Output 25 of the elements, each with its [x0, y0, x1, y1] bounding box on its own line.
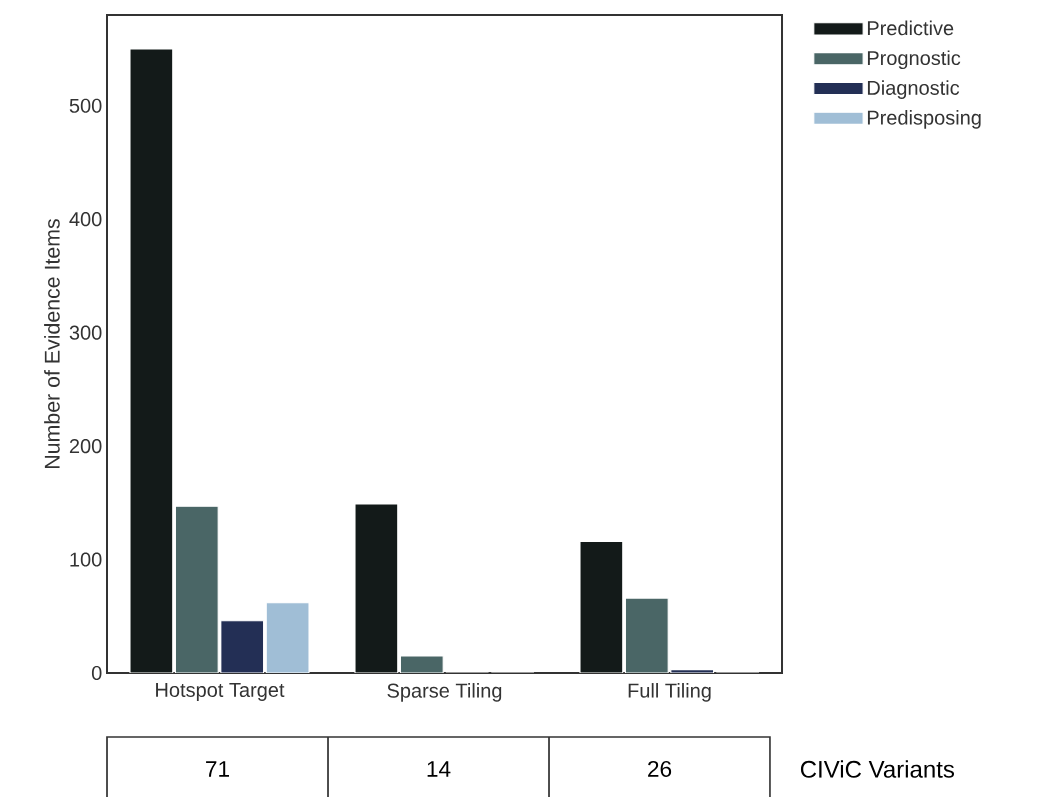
- y-axis-title: Number of Evidence Items: [44, 219, 60, 468]
- text: 14: [427, 761, 451, 777]
- legend-label: Predictive: [867, 20, 954, 36]
- bar: [266, 602, 310, 674]
- bar: [220, 620, 264, 674]
- bar: [579, 540, 624, 674]
- legend-label: Diagnostic: [867, 80, 960, 99]
- text: 26: [648, 761, 672, 778]
- bar: [624, 597, 669, 674]
- y-tick-label: 100: [70, 552, 102, 567]
- legend-label: Predisposing: [867, 110, 981, 129]
- y-tick-label: 200: [69, 439, 102, 454]
- y-tick-label: 0: [91, 665, 102, 681]
- bar: [130, 49, 173, 674]
- x-tick-label: Hotspot Target: [156, 683, 285, 702]
- legend-label: Prognostic: [867, 50, 961, 70]
- y-tick-label: 300: [69, 325, 102, 340]
- text: 71: [206, 761, 229, 777]
- bar: [355, 504, 398, 674]
- x-tick-label: Sparse Tiling: [387, 683, 502, 702]
- bar: [175, 506, 219, 674]
- text: CIViC Variants: [800, 760, 955, 778]
- y-tick-label: 400: [69, 212, 102, 227]
- y-tick-label: 500: [69, 98, 102, 113]
- x-tick-label: Full Tiling: [628, 683, 711, 702]
